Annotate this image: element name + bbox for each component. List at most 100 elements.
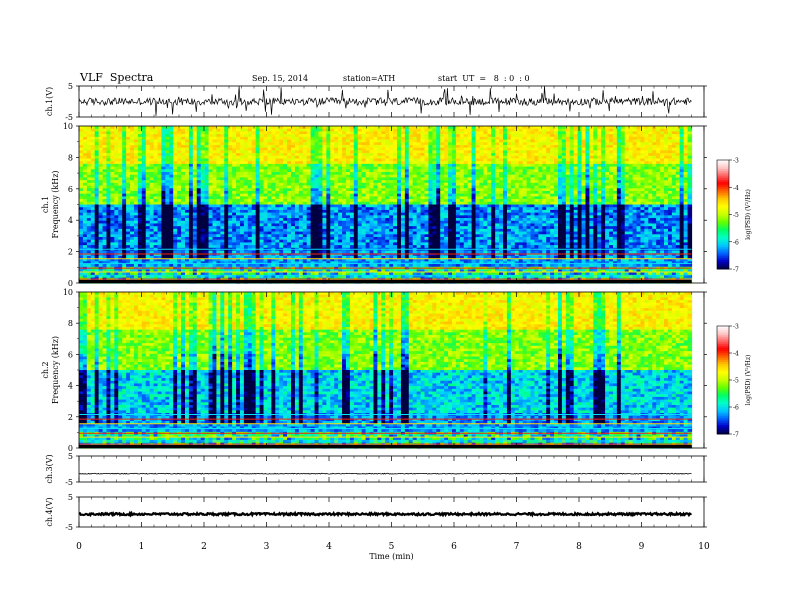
spectrogram-cell — [259, 223, 265, 227]
spectrogram-cell — [361, 139, 367, 143]
spectrogram-cell — [173, 150, 178, 154]
spectrogram-cell — [400, 163, 406, 168]
spectrogram-cell — [345, 147, 351, 151]
spectrogram-cell — [342, 182, 347, 187]
spectrogram-cell — [114, 269, 119, 273]
spectrogram-cell — [181, 126, 186, 130]
spectrogram-cell — [106, 134, 112, 138]
spectrogram-cell — [177, 226, 182, 230]
spectrogram-cell — [279, 199, 284, 203]
spectrogram-cell — [318, 139, 324, 143]
spectrogram-cell — [196, 234, 202, 238]
spectrogram-cell — [243, 253, 249, 257]
spectrogram-cell — [373, 128, 378, 133]
spectrogram-cell — [385, 144, 390, 149]
spectrogram-cell — [400, 136, 406, 141]
spectrogram-cell — [322, 204, 327, 208]
spectrogram-cell — [400, 223, 406, 227]
spectrogram-cell — [232, 201, 237, 206]
spectrogram-cell — [173, 245, 178, 249]
spectrogram-cell — [130, 272, 135, 276]
spectrogram-cell — [79, 228, 84, 233]
spectrogram-cell — [157, 209, 163, 214]
spectrogram-cell — [255, 166, 261, 170]
spectrogram-cell — [185, 177, 190, 181]
spectrogram-cell — [271, 139, 276, 143]
spectrogram-cell — [298, 231, 304, 235]
spectrogram-cell — [161, 215, 166, 219]
spectrogram-cell — [102, 169, 108, 173]
spectrogram-cell — [310, 196, 316, 200]
spectrogram-cell — [349, 269, 355, 273]
spectrogram-cell — [251, 180, 257, 184]
spectrogram-cell — [306, 223, 312, 227]
spectrogram-cell — [361, 264, 367, 268]
spectrogram-cell — [181, 188, 186, 192]
spectrogram-cell — [153, 212, 159, 216]
spectrogram-cell — [349, 136, 355, 141]
spectrogram-cell — [408, 142, 414, 146]
spectrogram-cell — [294, 272, 300, 276]
spectrogram-cell — [400, 239, 406, 243]
spectrogram-cell — [397, 258, 402, 262]
spectrogram-cell — [361, 158, 367, 162]
spectrogram-cell — [330, 274, 335, 279]
spectrogram-cell — [192, 223, 198, 227]
spectrogram-cell — [153, 147, 159, 151]
spectrogram-cell — [122, 207, 127, 211]
spectrogram-cell — [102, 209, 108, 214]
spectrogram-cell — [330, 169, 335, 173]
spectrogram-cell — [377, 134, 382, 138]
spectrogram-cell — [216, 185, 221, 189]
spectrogram-cell — [216, 142, 221, 146]
spectrogram-cell — [302, 218, 308, 222]
spectrogram-cell — [114, 163, 119, 168]
spectrogram-cell — [400, 264, 406, 268]
spectrogram-cell — [106, 193, 112, 197]
spectrogram-cell — [342, 234, 347, 238]
spectrogram-cell — [255, 201, 261, 206]
spectrogram-cell — [318, 242, 324, 246]
spectrogram-cell — [79, 245, 84, 249]
spectrogram-cell — [145, 193, 151, 197]
spectrogram-cell — [94, 223, 100, 227]
spectrogram-cell — [188, 274, 194, 279]
spectrogram-cell — [400, 255, 406, 260]
spectrogram-cell — [177, 272, 182, 276]
spectrogram-cell — [243, 153, 249, 157]
spectrogram-cell — [137, 253, 143, 257]
spectrogram-cell — [318, 207, 324, 211]
spectrogram-cell — [212, 182, 218, 187]
spectrogram-cell — [385, 199, 390, 203]
spectrogram-cell — [228, 147, 233, 151]
spectrogram-cell — [165, 131, 170, 135]
spectrogram-cell — [86, 147, 92, 151]
spectrogram-cell — [196, 255, 202, 260]
spectrogram-cell — [291, 207, 296, 211]
spectrogram-cell — [247, 223, 253, 227]
spectrogram-cell — [326, 155, 331, 160]
spectrogram-cell — [239, 239, 245, 243]
spectrogram-cell — [255, 234, 261, 238]
spectrogram-cell — [208, 204, 214, 208]
spectrogram-cell — [204, 215, 210, 219]
spectrogram-cell — [185, 215, 190, 219]
spectrogram-cell — [310, 258, 316, 262]
spectrogram-cell — [181, 204, 186, 208]
spectrogram-cell — [145, 126, 151, 130]
spectrogram-cell — [224, 169, 229, 173]
spectrogram-cell — [220, 209, 225, 214]
spectrogram-cell — [94, 166, 100, 170]
spectrogram-cell — [149, 182, 155, 187]
spectrogram-cell — [98, 193, 104, 197]
spectrogram-cell — [294, 172, 300, 176]
spectrogram-cell — [400, 201, 406, 206]
spectrogram-cell — [177, 212, 182, 216]
spectrogram-cell — [185, 153, 190, 157]
spectrogram-cell — [294, 169, 300, 173]
spectrogram-cell — [110, 174, 115, 179]
spectrogram-cell — [122, 264, 127, 268]
spectrogram-cell — [165, 185, 170, 189]
spectrogram-cell — [200, 172, 206, 176]
spectrogram-cell — [294, 161, 300, 165]
